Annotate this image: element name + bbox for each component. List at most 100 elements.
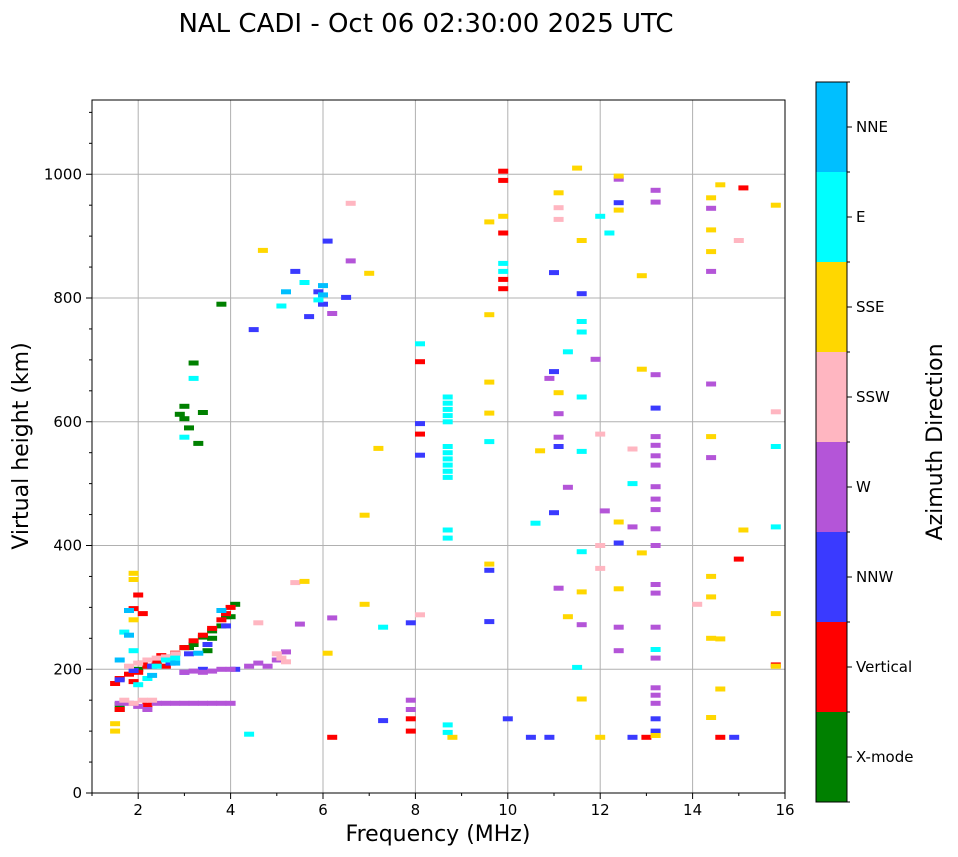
data-point <box>114 657 125 663</box>
data-point <box>119 629 130 635</box>
data-point <box>221 614 231 620</box>
data-point <box>197 410 208 415</box>
data-point <box>193 440 204 446</box>
data-point <box>484 567 495 573</box>
colorbar-category-label: X-mode <box>856 748 913 766</box>
data-point <box>650 655 661 661</box>
data-point <box>415 431 425 437</box>
data-point <box>179 645 190 651</box>
data-point <box>184 651 194 657</box>
data-point <box>318 292 328 298</box>
data-point <box>650 590 661 596</box>
data-point <box>553 190 564 196</box>
data-point <box>318 301 328 307</box>
data-point <box>650 728 661 734</box>
data-point <box>327 311 338 316</box>
data-point <box>442 456 453 462</box>
data-point <box>576 238 587 243</box>
colorbar-segment <box>816 172 847 262</box>
data-point <box>706 635 717 641</box>
data-point <box>650 733 661 738</box>
data-point <box>613 586 624 592</box>
data-point <box>442 527 453 533</box>
data-point <box>248 327 259 333</box>
data-point <box>179 434 190 440</box>
data-point <box>650 199 661 205</box>
data-point <box>595 565 606 571</box>
data-point <box>576 329 587 335</box>
data-point <box>553 216 564 222</box>
data-point <box>119 697 130 703</box>
data-point <box>415 421 425 427</box>
data-points <box>110 165 781 740</box>
data-point <box>174 411 185 417</box>
data-point <box>221 611 231 617</box>
data-point <box>576 696 587 702</box>
colorbar-segment <box>816 622 847 712</box>
data-point <box>110 721 121 727</box>
data-point <box>442 450 453 456</box>
data-point <box>405 728 416 734</box>
data-point <box>225 666 236 672</box>
data-point <box>359 512 370 518</box>
data-point <box>770 444 781 449</box>
data-point <box>692 601 703 607</box>
data-point <box>110 728 121 734</box>
data-point <box>179 669 190 675</box>
data-point <box>627 481 638 487</box>
data-point <box>313 289 324 295</box>
data-point <box>525 734 536 740</box>
data-point <box>498 276 509 282</box>
data-point <box>207 700 218 706</box>
data-point <box>442 400 453 406</box>
data-point <box>498 260 509 266</box>
x-tick-label: 12 <box>591 801 610 819</box>
data-point <box>733 556 744 562</box>
data-point <box>442 406 453 412</box>
data-point <box>636 550 647 556</box>
data-point <box>706 715 717 720</box>
data-point <box>207 635 218 641</box>
data-point <box>253 660 264 666</box>
data-point <box>627 524 638 530</box>
data-point <box>553 585 564 591</box>
data-point <box>114 707 125 712</box>
data-point <box>193 650 204 656</box>
data-point <box>271 651 282 657</box>
data-point <box>216 617 227 623</box>
data-point <box>650 685 661 691</box>
x-tick-label: 8 <box>411 801 421 819</box>
data-point <box>484 561 495 567</box>
data-point <box>327 615 338 621</box>
data-point <box>613 176 624 182</box>
data-point <box>364 270 375 276</box>
data-point <box>207 625 218 631</box>
data-point <box>322 238 333 244</box>
colorbar-segment <box>816 352 847 442</box>
data-point <box>549 270 559 276</box>
data-point <box>650 700 661 706</box>
colorbar-frame <box>815 81 848 803</box>
data-point <box>151 655 162 661</box>
data-point <box>447 734 458 740</box>
data-point <box>442 413 453 419</box>
data-point <box>216 608 227 613</box>
data-point <box>706 268 717 274</box>
x-axis-label: Frequency (MHz) <box>346 822 531 847</box>
data-point <box>576 622 587 628</box>
data-point <box>160 657 171 663</box>
data-point <box>650 647 661 652</box>
data-point <box>729 734 740 740</box>
data-point <box>188 638 199 644</box>
colorbar-segment <box>816 532 847 622</box>
data-point <box>650 187 661 193</box>
data-point <box>114 700 125 706</box>
data-point <box>706 434 717 440</box>
data-point <box>627 446 638 452</box>
data-point <box>484 619 495 625</box>
data-point <box>188 700 199 706</box>
data-point <box>244 663 255 669</box>
data-point <box>715 182 726 188</box>
data-point <box>595 213 606 219</box>
plot-frame <box>91 99 786 794</box>
